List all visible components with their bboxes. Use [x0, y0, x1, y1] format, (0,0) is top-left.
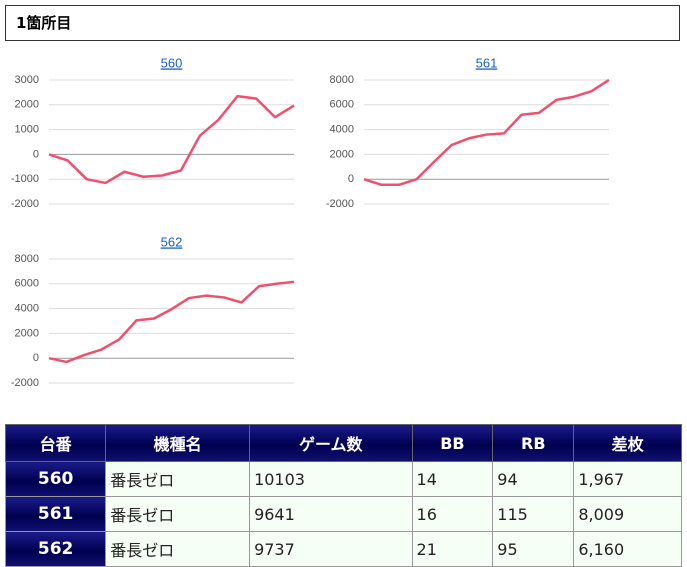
table-cell: 10103 — [249, 461, 413, 497]
charts: 560 -2000 -1000 0 1000 2000 3000 561 -2000 0 2000 4… — [11, 55, 610, 389]
y-tick-label: 6000 — [330, 99, 354, 111]
table-row: 561 番長ゼロ 9641 16 115 8,009 — [4, 496, 682, 532]
column-header: RB — [492, 424, 575, 462]
table-cell: 115 — [492, 496, 575, 532]
y-tick-label: 2000 — [330, 148, 354, 160]
line-series — [363, 78, 610, 187]
column-header: BB — [411, 424, 494, 462]
line-series — [48, 280, 295, 364]
table-cell: 6,160 — [573, 531, 682, 567]
chart-title: 562 — [161, 234, 183, 249]
table-cell: 16 — [411, 496, 494, 532]
table-cell: 14 — [411, 461, 494, 497]
machine-number: 562 — [4, 531, 107, 567]
machine-number: 560 — [4, 461, 107, 497]
table-cell: 番長ゼロ — [105, 461, 251, 497]
y-tick-label: -2000 — [11, 198, 39, 210]
section-header: 1箇所目 — [5, 5, 680, 41]
y-tick-label: 2000 — [15, 99, 39, 111]
table-cell: 1,967 — [573, 461, 682, 497]
table-cell: 番長ゼロ — [105, 531, 251, 567]
table-cell: 9641 — [249, 496, 413, 532]
y-tick-label: -1000 — [11, 173, 39, 185]
y-tick-label: 0 — [33, 352, 39, 364]
chart-title: 561 — [476, 55, 498, 70]
line-series — [48, 94, 295, 185]
y-tick-label: 0 — [348, 173, 354, 185]
table-cell: 9737 — [249, 531, 413, 567]
table-cell: 8,009 — [573, 496, 682, 532]
y-tick-label: 3000 — [15, 74, 39, 86]
machine-number: 561 — [4, 496, 107, 532]
table-cell: 94 — [492, 461, 575, 497]
table-row: 560 番長ゼロ 10103 14 94 1,967 — [4, 461, 682, 497]
table-cell: 21 — [411, 531, 494, 567]
column-header: 差枚 — [573, 424, 682, 462]
chart-title: 560 — [161, 55, 183, 70]
column-header: 機種名 — [105, 424, 251, 462]
y-tick-label: 2000 — [15, 327, 39, 339]
y-tick-label: 4000 — [15, 303, 39, 315]
table-cell: 番長ゼロ — [105, 496, 251, 532]
y-tick-label: -2000 — [326, 198, 354, 210]
table-cell: 95 — [492, 531, 575, 567]
y-tick-label: 0 — [33, 148, 39, 160]
column-header: 台番 — [4, 424, 107, 462]
y-tick-label: 6000 — [15, 278, 39, 290]
data-table: 台番 機種名 ゲーム数 BB RB 差枚 560 番長ゼロ 10103 14 94 1,967 561… — [4, 424, 682, 567]
y-tick-label: 4000 — [330, 124, 354, 136]
column-header: ゲーム数 — [249, 424, 413, 462]
header-row: 台番 機種名 ゲーム数 BB RB 差枚 — [4, 424, 682, 462]
y-tick-label: -2000 — [11, 377, 39, 389]
y-tick-label: 1000 — [15, 124, 39, 136]
table-row: 562 番長ゼロ 9737 21 95 6,160 — [4, 531, 682, 567]
y-tick-label: 8000 — [15, 253, 39, 265]
y-tick-label: 8000 — [330, 74, 354, 86]
